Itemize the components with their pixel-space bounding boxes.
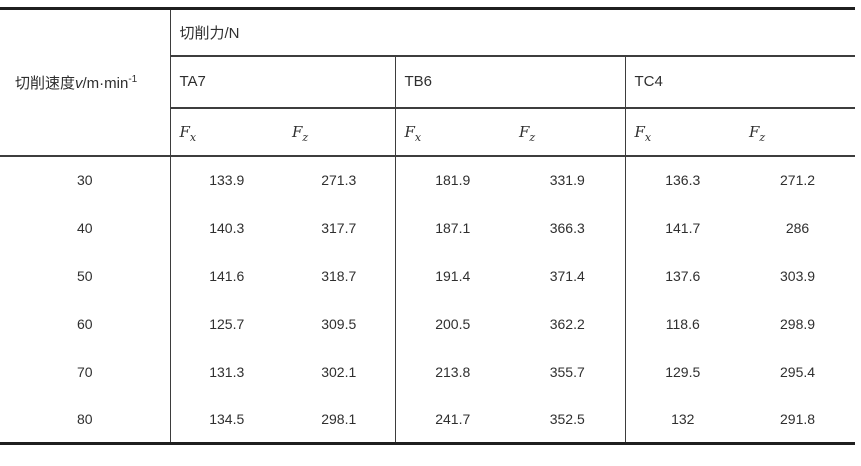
force-symbol: F bbox=[634, 122, 645, 141]
force-symbol: F bbox=[749, 122, 760, 141]
force-value-cell: 125.7 bbox=[170, 299, 283, 348]
group-header-ta7: TA7 bbox=[170, 55, 396, 109]
force-value-cell: 141.7 bbox=[625, 203, 740, 252]
force-value-cell: 302.1 bbox=[283, 347, 396, 396]
force-subscript: x bbox=[644, 130, 652, 144]
force-value-cell: 295.4 bbox=[740, 347, 856, 396]
fz-header-tb6: Fz bbox=[510, 107, 626, 157]
force-value-cell: 298.9 bbox=[740, 299, 856, 348]
force-value-cell: 352.5 bbox=[510, 395, 626, 444]
force-value-cell: 140.3 bbox=[170, 203, 283, 252]
force-value-cell: 141.6 bbox=[170, 251, 283, 300]
group-header-tc4: TC4 bbox=[625, 55, 856, 109]
table-row: 80 134.5 298.1 241.7 352.5 132 291.8 bbox=[0, 395, 856, 444]
cutting-force-table: 切削速度v/m·min-1 切削力/N TA7 TB6 TC4 Fx Fz Fx… bbox=[0, 7, 856, 445]
fx-header-ta7: Fx bbox=[170, 107, 283, 157]
force-value-cell: 331.9 bbox=[510, 155, 626, 204]
fx-header-tb6: Fx bbox=[395, 107, 510, 157]
force-value-cell: 317.7 bbox=[283, 203, 396, 252]
speed-value-cell: 40 bbox=[0, 203, 171, 252]
speed-variable: v bbox=[75, 74, 83, 92]
force-value-cell: 191.4 bbox=[395, 251, 510, 300]
force-subscript: z bbox=[529, 130, 536, 144]
force-symbol: F bbox=[404, 122, 415, 141]
force-header: 切削力/N bbox=[170, 8, 856, 57]
force-value-cell: 271.2 bbox=[740, 155, 856, 204]
force-value-cell: 118.6 bbox=[625, 299, 740, 348]
force-value-cell: 298.1 bbox=[283, 395, 396, 444]
force-symbol: F bbox=[179, 122, 190, 141]
speed-value-cell: 60 bbox=[0, 299, 171, 348]
force-value-cell: 213.8 bbox=[395, 347, 510, 396]
force-value-cell: 187.1 bbox=[395, 203, 510, 252]
speed-header-prefix: 切削速度 bbox=[15, 74, 76, 92]
force-subscript: x bbox=[414, 130, 422, 144]
force-value-cell: 309.5 bbox=[283, 299, 396, 348]
force-value-cell: 241.7 bbox=[395, 395, 510, 444]
speed-column-header: 切削速度v/m·min-1 bbox=[0, 8, 171, 157]
table-row: 30 133.9 271.3 181.9 331.9 136.3 271.2 bbox=[0, 155, 856, 204]
force-value-cell: 286 bbox=[740, 203, 856, 252]
force-value-cell: 129.5 bbox=[625, 347, 740, 396]
fz-header-tc4: Fz bbox=[740, 107, 856, 157]
force-value-cell: 136.3 bbox=[625, 155, 740, 204]
table-row: 70 131.3 302.1 213.8 355.7 129.5 295.4 bbox=[0, 347, 856, 396]
table-row: 50 141.6 318.7 191.4 371.4 137.6 303.9 bbox=[0, 251, 856, 300]
table-row: 60 125.7 309.5 200.5 362.2 118.6 298.9 bbox=[0, 299, 856, 348]
force-value-cell: 318.7 bbox=[283, 251, 396, 300]
speed-value-cell: 70 bbox=[0, 347, 171, 396]
force-value-cell: 132 bbox=[625, 395, 740, 444]
table-row: 40 140.3 317.7 187.1 366.3 141.7 286 bbox=[0, 203, 856, 252]
group-header-tb6: TB6 bbox=[395, 55, 626, 109]
force-value-cell: 181.9 bbox=[395, 155, 510, 204]
force-symbol: F bbox=[292, 122, 303, 141]
speed-value-cell: 30 bbox=[0, 155, 171, 204]
speed-value-cell: 50 bbox=[0, 251, 171, 300]
force-value-cell: 371.4 bbox=[510, 251, 626, 300]
force-value-cell: 133.9 bbox=[170, 155, 283, 204]
force-value-cell: 134.5 bbox=[170, 395, 283, 444]
force-value-cell: 366.3 bbox=[510, 203, 626, 252]
page: 切削速度v/m·min-1 切削力/N TA7 TB6 TC4 Fx Fz Fx… bbox=[0, 7, 861, 466]
fz-header-ta7: Fz bbox=[283, 107, 396, 157]
speed-value-cell: 80 bbox=[0, 395, 171, 444]
header-row-force: 切削速度v/m·min-1 切削力/N bbox=[0, 8, 856, 157]
header-row-groups: TA7 TB6 TC4 bbox=[0, 55, 856, 109]
force-subscript: z bbox=[759, 130, 766, 144]
force-value-cell: 303.9 bbox=[740, 251, 856, 300]
speed-unit: /m·min bbox=[82, 74, 129, 92]
force-value-cell: 271.3 bbox=[283, 155, 396, 204]
fx-header-tc4: Fx bbox=[625, 107, 740, 157]
header-row-subcolumns: Fx Fz Fx Fz Fx Fz bbox=[0, 107, 856, 157]
force-subscript: z bbox=[302, 130, 309, 144]
force-value-cell: 291.8 bbox=[740, 395, 856, 444]
force-value-cell: 137.6 bbox=[625, 251, 740, 300]
force-subscript: x bbox=[189, 130, 197, 144]
force-value-cell: 200.5 bbox=[395, 299, 510, 348]
force-value-cell: 131.3 bbox=[170, 347, 283, 396]
force-value-cell: 355.7 bbox=[510, 347, 626, 396]
force-symbol: F bbox=[519, 122, 530, 141]
speed-unit-exponent: -1 bbox=[128, 73, 138, 85]
force-value-cell: 362.2 bbox=[510, 299, 626, 348]
